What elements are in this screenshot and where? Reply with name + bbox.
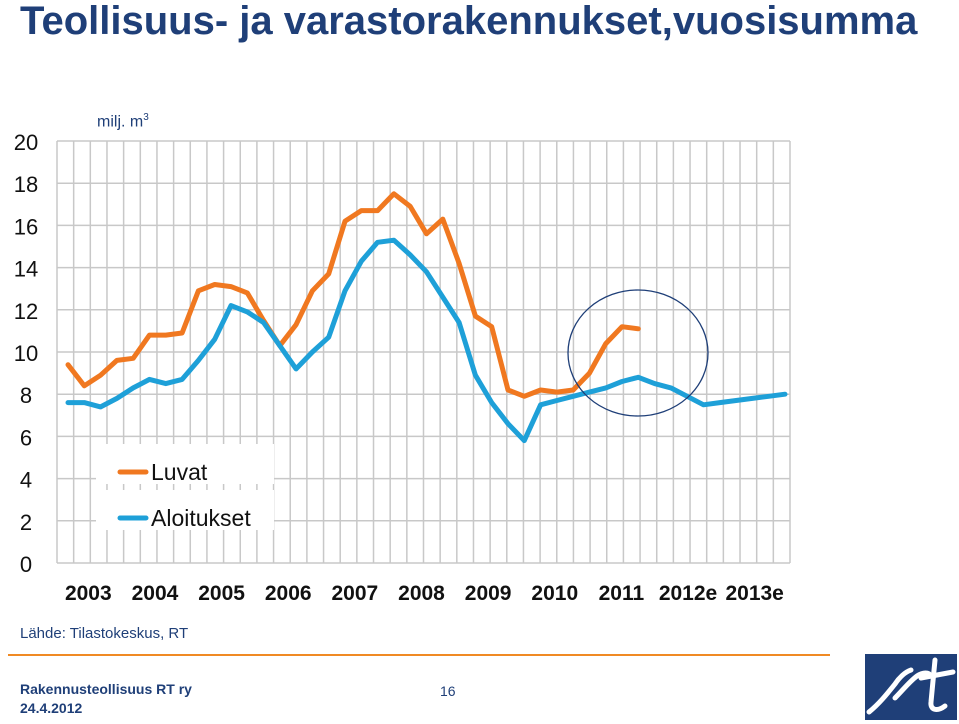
x-tick-label: 2011 xyxy=(599,582,645,605)
x-tick-label: 2006 xyxy=(265,582,312,605)
legend-label: Aloitukset xyxy=(151,505,251,531)
y-tick-label: 4 xyxy=(20,468,32,493)
legend-background xyxy=(96,444,274,484)
y-tick-label: 0 xyxy=(20,552,32,577)
chart-legend: Luvat Aloitukset xyxy=(96,444,274,531)
x-tick-label: 2005 xyxy=(198,582,245,605)
series-line-luvat xyxy=(65,191,641,399)
y-tick-label: 8 xyxy=(20,383,32,408)
y-tick-label: 6 xyxy=(20,425,32,450)
x-tick-label: 2004 xyxy=(132,582,179,605)
x-tick-label: 2010 xyxy=(531,582,578,605)
y-axis-ticks: 0 2 4 6 8 10 12 14 16 18 20 xyxy=(14,130,38,577)
x-tick-label: 2007 xyxy=(332,582,379,605)
y-tick-label: 2 xyxy=(20,510,32,535)
unit-text: milj. m xyxy=(97,113,144,131)
y-tick-label: 16 xyxy=(14,214,38,239)
y-tick-label: 14 xyxy=(14,257,38,282)
rt-logo xyxy=(865,654,957,720)
x-tick-label: 2008 xyxy=(398,582,445,605)
y-tick-label: 10 xyxy=(14,341,38,366)
x-tick-label: 2013e xyxy=(725,582,783,605)
highlight-circle xyxy=(567,289,709,417)
legend-background xyxy=(96,490,274,530)
x-tick-label: 2009 xyxy=(465,582,512,605)
y-tick-label: 18 xyxy=(14,172,38,197)
y-tick-label: 20 xyxy=(14,130,38,155)
page-number: 16 xyxy=(440,683,456,699)
page-title: Teollisuus- ja varastorakennukset,vuosis… xyxy=(20,0,918,43)
footer-divider xyxy=(8,654,830,656)
x-axis-ticks: 2003 2004 2005 2006 2007 2008 2009 2010 2011 2012… xyxy=(65,582,784,605)
series-lines xyxy=(65,191,788,444)
y-axis-unit-label: milj. m3 xyxy=(97,112,149,131)
slide-date: 24.4.2012 xyxy=(20,700,83,716)
x-tick-label: 2003 xyxy=(65,582,112,605)
series-line-aloitukset xyxy=(65,237,788,444)
y-tick-label: 12 xyxy=(14,299,38,324)
x-tick-label: 2012e xyxy=(659,582,717,605)
organization-name: Rakennusteollisuus RT ry xyxy=(20,681,192,697)
source-note: Lähde: Tilastokeskus, RT xyxy=(20,625,189,642)
unit-superscript: 3 xyxy=(143,112,149,123)
legend-label: Luvat xyxy=(151,459,208,485)
